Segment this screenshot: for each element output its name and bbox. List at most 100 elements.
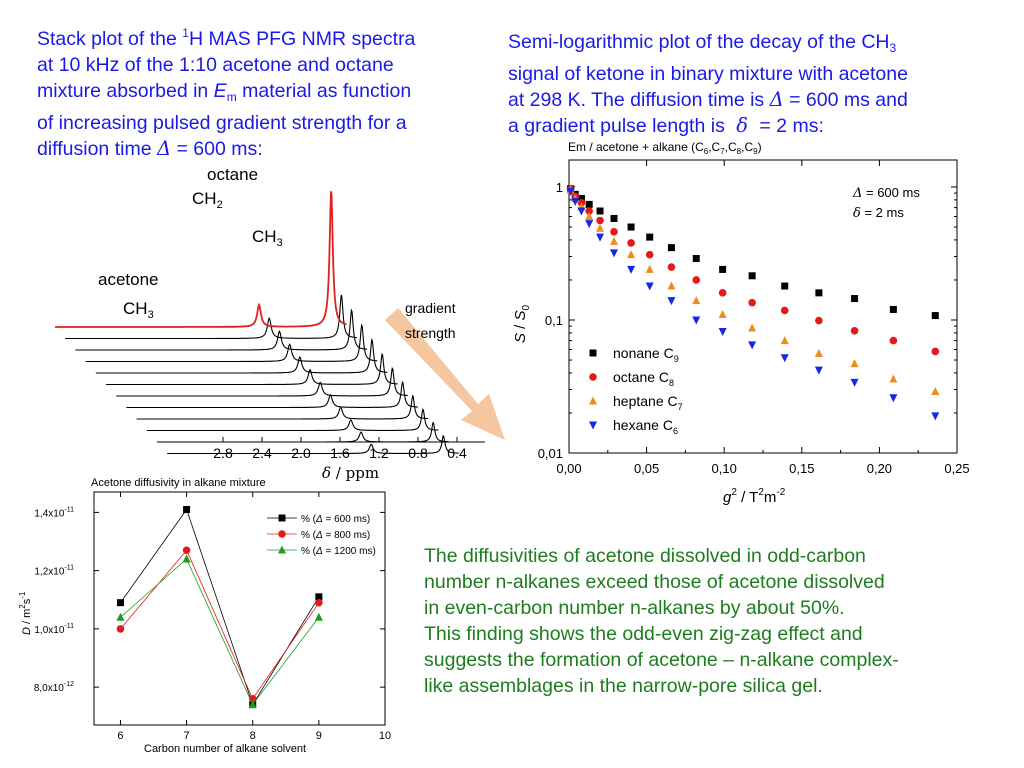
decay-point-nonane — [577, 194, 585, 202]
decay-point-heptane — [667, 281, 676, 290]
nmr-spectrum-trace — [65, 294, 357, 340]
decay-point-nonane — [596, 207, 604, 215]
decay-title: Em / acetone + alkane (C6,C7,C8,C9) — [568, 140, 762, 156]
decay-point-hexane — [748, 341, 757, 350]
diffusivity-point — [116, 612, 125, 621]
nmr-x-label: δ / ppm — [322, 464, 379, 482]
nmr-spectrum-trace — [167, 434, 459, 455]
diffusivity-x-tick-label: 7 — [184, 730, 190, 742]
decay-point-nonane — [610, 214, 618, 222]
decay-point-octane — [850, 326, 859, 335]
decay-point-heptane — [850, 359, 859, 368]
right-caption: Semi-logarithmic plot of the decay of th… — [508, 29, 1008, 139]
diffusivity-y-tick-label: 1,2x10-11 — [34, 565, 74, 578]
decay-point-heptane — [889, 374, 898, 383]
left-caption-line-2: at 10 kHz of the 1:10 acetone and octane — [37, 54, 394, 76]
decay-point-nonane — [931, 312, 939, 320]
decay-point-heptane — [814, 348, 823, 357]
diffusivity-series-line — [120, 508, 320, 706]
nmr-x-tick-label: 1.6 — [330, 445, 350, 461]
left-caption: Stack plot of the 1H MAS PFG NMR spectra… — [37, 20, 487, 162]
diffusivity-x-tick-label: 8 — [250, 730, 256, 742]
decay-legend-marker-heptane — [589, 396, 597, 405]
decay-point-heptane — [931, 387, 940, 396]
diffusivity-y-tick-label: 1,4x10-11 — [34, 506, 74, 519]
decay-point-heptane — [748, 323, 757, 332]
conclusion-line: number n-alkanes exceed those of acetone… — [424, 571, 885, 593]
decay-point-nonane — [692, 255, 700, 263]
decay-point-octane — [596, 216, 604, 225]
nmr-stack-plot: 2.8 2.4 2.0 1.6 1.2 0.8 0.4 octane CH2 CH3 ace… — [55, 165, 485, 482]
decay-point-nonane — [851, 295, 859, 303]
diffusivity-point — [315, 593, 323, 601]
diffusivity-point — [182, 546, 191, 555]
decay-x-tick-label: 0,20 — [867, 461, 892, 476]
diffusivity-plot: Acetone diffusivity in alkane mixture 6 7… — [18, 477, 391, 755]
nmr-x-tick-label: 1.2 — [369, 445, 389, 461]
decay-frame — [568, 159, 958, 454]
nmr-spectrum-trace — [55, 191, 347, 328]
diffusivity-point — [116, 625, 125, 633]
nmr-spectrum-trace — [116, 366, 408, 397]
decay-point-hexane — [814, 366, 823, 375]
nmr-spectrum-trace — [106, 352, 398, 386]
decay-point-heptane — [718, 309, 727, 318]
decay-points — [566, 185, 940, 421]
conclusion-line: This finding shows the odd-even zig-zag … — [424, 623, 863, 645]
conclusion-line: suggests the formation of acetone – n-al… — [424, 649, 899, 671]
diffusivity-point — [315, 598, 323, 607]
label-strength: strength — [405, 325, 456, 341]
decay-point-octane — [931, 347, 940, 356]
decay-point-hexane — [931, 412, 940, 421]
left-caption-line-3: mixture absorbed in Em material as funct… — [37, 80, 412, 104]
decay-point-nonane — [815, 289, 823, 297]
nmr-spectrum-trace — [136, 394, 429, 420]
decay-point-hexane — [566, 187, 575, 196]
decay-point-nonane — [781, 282, 789, 290]
decay-point-octane — [667, 263, 676, 271]
label-acetone: acetone — [98, 270, 159, 289]
decay-legend-label-hexane: hexane C6 — [613, 417, 678, 436]
decay-point-hexane — [571, 197, 580, 206]
decay-point-hexane — [889, 394, 898, 403]
decay-point-heptane — [692, 296, 701, 305]
decay-legend-label-nonane: nonane C9 — [613, 345, 679, 364]
decay-point-hexane — [850, 378, 859, 387]
left-caption-line-4: of increasing pulsed gradient strength f… — [37, 112, 407, 134]
right-caption-line-3: at 298 K. The diffusion time is Δ = 600 … — [508, 88, 908, 111]
diffusivity-legend-label: % (Δ = 800 ms) — [301, 530, 370, 541]
diffusivity-point — [248, 700, 257, 709]
diffusivity-legend-label: % (Δ = 600 ms) — [301, 514, 370, 525]
decay-point-heptane — [627, 250, 636, 259]
diffusivity-x-label: Carbon number of alkane solvent — [144, 743, 306, 755]
decay-point-hexane — [692, 316, 701, 325]
left-caption-line-5: diffusion time Δ = 600 ms: — [37, 137, 263, 160]
decay-legend-marker-octane — [589, 373, 597, 381]
decay-point-hexane — [585, 220, 594, 229]
right-caption-line-1: Semi-logarithmic plot of the decay of th… — [508, 31, 897, 55]
decay-plot: Em / acetone + alkane (C6,C7,C8,C9) 0,00… — [512, 140, 970, 506]
diffusivity-point — [314, 612, 323, 621]
diffusivity-legend-marker — [278, 530, 286, 538]
decay-legend-label-octane: octane C8 — [613, 369, 674, 388]
diffusivity-frame — [93, 491, 386, 726]
left-caption-line-1: Stack plot of the 1H MAS PFG NMR spectra — [37, 26, 416, 50]
label-octane: octane — [207, 165, 258, 184]
decay-point-heptane — [610, 236, 619, 245]
decay-x-tick-label: 0,00 — [556, 461, 581, 476]
decay-annotation-delta: Δ = 600 ms — [852, 185, 920, 201]
decay-point-nonane — [646, 233, 654, 241]
decay-point-nonane — [627, 223, 635, 231]
conclusion-text: The diffusivities of acetone dissolved i… — [424, 543, 1004, 699]
diffusivity-series-line — [120, 549, 320, 700]
diffusivity-y-label: D / m2s-1 — [18, 591, 33, 635]
diffusivity-point — [182, 554, 191, 563]
decay-point-hexane — [718, 327, 727, 336]
decay-x-tick-label: 0,25 — [944, 461, 969, 476]
decay-y-tick-label: 0,1 — [545, 313, 563, 328]
diffusivity-y-tick-label: 1,0x10-11 — [34, 623, 74, 636]
nmr-x-tick-label: 0.8 — [408, 445, 428, 461]
label-ch3: CH3 — [252, 227, 283, 249]
decay-point-hexane — [610, 249, 619, 258]
decay-y-tick-label: 1 — [556, 180, 563, 195]
